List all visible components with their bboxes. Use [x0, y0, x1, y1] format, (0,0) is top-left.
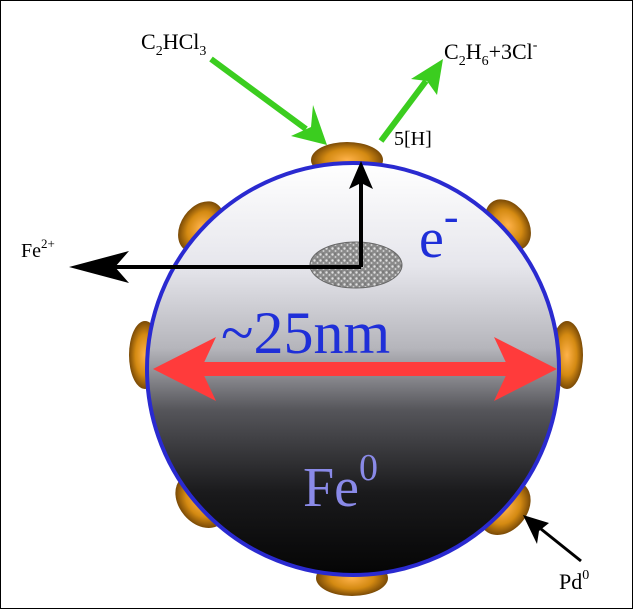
- iron-ion-arrowhead: [69, 251, 129, 283]
- size-label: ~25nm: [221, 300, 390, 366]
- size-arrowhead-right: [494, 337, 557, 401]
- palladium-label: Pd0: [559, 568, 589, 594]
- electron-label: e-: [419, 192, 459, 270]
- product-arrowhead: [411, 59, 443, 95]
- iron-core-label: Fe0: [303, 447, 378, 519]
- reactant-arrow: [209, 56, 308, 132]
- product-label: C2H6+3Cl-: [444, 38, 538, 69]
- iron-ion-label: Fe2+: [21, 236, 55, 262]
- palladium-pointer-head: [523, 515, 549, 544]
- electron-transfer-arrowhead: [349, 161, 373, 189]
- size-arrowhead-left: [153, 337, 216, 401]
- hydrogen-label: 5[H]: [394, 128, 432, 150]
- palladium-pointer: [540, 527, 582, 563]
- reactant-label: C2HCl3: [141, 29, 206, 59]
- product-arrow: [378, 79, 429, 143]
- reactant-arrowhead: [291, 105, 327, 145]
